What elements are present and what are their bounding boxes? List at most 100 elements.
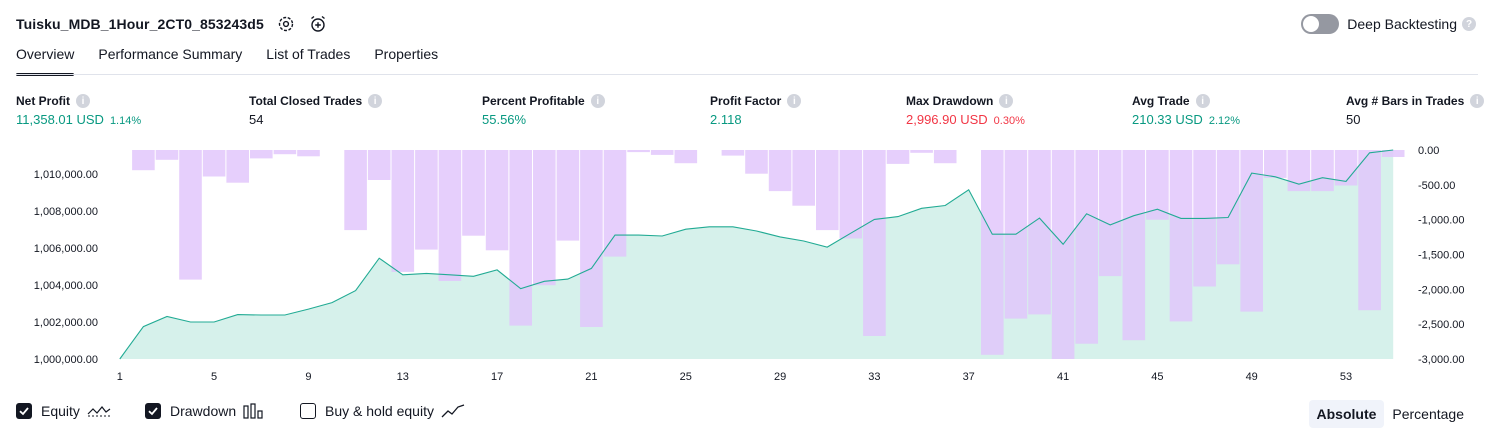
percentage-button[interactable]: Percentage <box>1392 406 1464 422</box>
equity-area <box>119 150 1394 359</box>
drawdown-bar <box>391 150 415 272</box>
right-axis-tick: -3,000.00 <box>1418 354 1464 366</box>
drawdown-bar <box>462 150 485 236</box>
metric-label: Total Closed Trades <box>249 94 363 108</box>
tab-overview[interactable]: Overview <box>16 46 75 76</box>
metric-avg-bars: Avg # Bars in Trades i 50 <box>1346 94 1485 127</box>
drawdown-bars-icon <box>243 403 265 419</box>
x-axis-tick: 9 <box>305 371 311 383</box>
drawdown-bar <box>816 150 839 231</box>
left-axis-tick: 1,002,000.00 <box>34 317 98 329</box>
metric-percent-profitable: Percent Profitable i 55.56% <box>482 94 605 127</box>
metric-label: Percent Profitable <box>482 94 585 108</box>
drawdown-bar <box>886 150 910 164</box>
x-axis-tick: 1 <box>117 371 123 383</box>
drawdown-bar <box>1216 150 1240 265</box>
drawdown-bar <box>1075 150 1098 344</box>
x-axis-tick: 49 <box>1246 371 1258 383</box>
drawdown-bar <box>509 150 532 326</box>
tab-properties[interactable]: Properties <box>374 46 438 76</box>
drawdown-bar <box>1122 150 1146 341</box>
metric-avg-trade: Avg Trade i 210.33 USD 2.12% <box>1132 94 1240 127</box>
left-axis-tick: 1,006,000.00 <box>34 243 98 255</box>
drawdown-bar <box>1381 150 1405 157</box>
metric-value: 2.118 <box>710 112 742 127</box>
metric-label: Net Profit <box>16 94 70 108</box>
tab-label: List of Trades <box>266 46 351 62</box>
x-axis-tick: 33 <box>868 371 880 383</box>
left-axis-tick: 1,008,000.00 <box>34 206 98 218</box>
legend-buy-hold-equity[interactable]: Buy & hold equity <box>300 403 465 419</box>
deep-backtesting-label: Deep Backtesting <box>1347 16 1457 32</box>
legend-equity[interactable]: Equity <box>16 403 111 419</box>
settings-icon[interactable] <box>276 14 296 34</box>
metric-percent: 0.30% <box>993 115 1025 127</box>
drawdown-bar <box>556 150 580 241</box>
drawdown-bar <box>344 150 367 231</box>
equity-line <box>119 149 1394 360</box>
metric-value: 2,996.90 USD <box>906 112 988 127</box>
drawdown-bar <box>863 150 886 336</box>
drawdown-bar <box>627 150 650 153</box>
tab-performance-summary[interactable]: Performance Summary <box>98 46 242 76</box>
info-icon[interactable]: i <box>76 94 90 108</box>
metric-value: 55.56% <box>482 112 527 127</box>
strategy-name: Tuisku_MDB_1Hour_2CT0_853243d5 <box>16 16 264 32</box>
right-axis-tick: 0.00 <box>1418 145 1439 157</box>
drawdown-bar <box>155 150 179 160</box>
drawdown-bar <box>839 150 863 239</box>
x-axis-tick: 25 <box>680 371 692 383</box>
tab-divider <box>16 74 1478 75</box>
drawdown-bar <box>1098 150 1122 277</box>
tab-label: Properties <box>374 46 439 62</box>
drawdown-bar <box>650 150 674 155</box>
deep-backtesting: Deep Backtesting ? <box>1301 14 1476 34</box>
drawdown-bar <box>273 150 297 155</box>
metric-net-profit: Net Profit i 11,358.01 USD 1.14% <box>16 94 141 127</box>
info-icon[interactable]: i <box>368 94 383 108</box>
drawdown-bar <box>297 150 320 157</box>
report-tabs: Overview Performance Summary List of Tra… <box>16 46 462 76</box>
drawdown-bar <box>367 150 391 180</box>
metric-total-closed-trades: Total Closed Trades i 54 <box>249 94 383 127</box>
equity-drawdown-chart[interactable]: 1,000,000.00 1,002,000.00 1,004,000.00 1,00… <box>0 140 1494 395</box>
drawdown-bar <box>1358 150 1381 311</box>
drawdown-bar <box>1146 150 1169 220</box>
drawdown-bar <box>910 150 933 153</box>
info-icon[interactable]: i <box>787 94 802 108</box>
legend-drawdown[interactable]: Drawdown <box>145 403 265 419</box>
info-icon[interactable]: i <box>1195 94 1210 108</box>
x-axis-tick: 5 <box>211 371 217 383</box>
buy-hold-line-icon <box>441 403 465 419</box>
metric-label: Avg Trade <box>1132 94 1190 108</box>
drawdown-bar <box>226 150 249 183</box>
absolute-button[interactable]: Absolute <box>1308 400 1385 428</box>
drawdown-bar <box>580 150 603 327</box>
info-icon[interactable]: i <box>999 94 1014 108</box>
x-axis-tick: 45 <box>1151 371 1163 383</box>
toggle-knob <box>1303 16 1320 32</box>
info-icon[interactable]: i <box>590 94 605 108</box>
right-axis-tick: -1,000.00 <box>1418 215 1464 227</box>
metric-label: Avg # Bars in Trades <box>1346 94 1465 108</box>
buy-hold-checkbox[interactable] <box>300 403 316 419</box>
drawdown-bar <box>415 150 438 250</box>
help-icon[interactable]: ? <box>1462 17 1476 31</box>
legend-label: Drawdown <box>170 403 237 419</box>
right-axis-tick: -2,000.00 <box>1418 284 1464 296</box>
drawdown-bar <box>1240 150 1263 312</box>
add-alert-icon[interactable] <box>308 14 328 34</box>
equity-checkbox[interactable] <box>16 403 32 419</box>
drawdown-bar <box>745 150 768 174</box>
metric-value: 54 <box>249 112 264 127</box>
info-icon[interactable]: i <box>1470 94 1485 108</box>
metric-profit-factor: Profit Factor i 2.118 <box>710 94 802 127</box>
metric-label: Max Drawdown <box>906 94 994 108</box>
drawdown-checkbox[interactable] <box>145 403 161 419</box>
drawdown-bar <box>179 150 202 280</box>
drawdown-bar <box>792 150 815 206</box>
deep-backtesting-toggle[interactable] <box>1301 14 1340 34</box>
legend-label: Equity <box>41 403 80 419</box>
tab-list-of-trades[interactable]: List of Trades <box>266 46 350 76</box>
metric-label: Profit Factor <box>710 94 782 108</box>
